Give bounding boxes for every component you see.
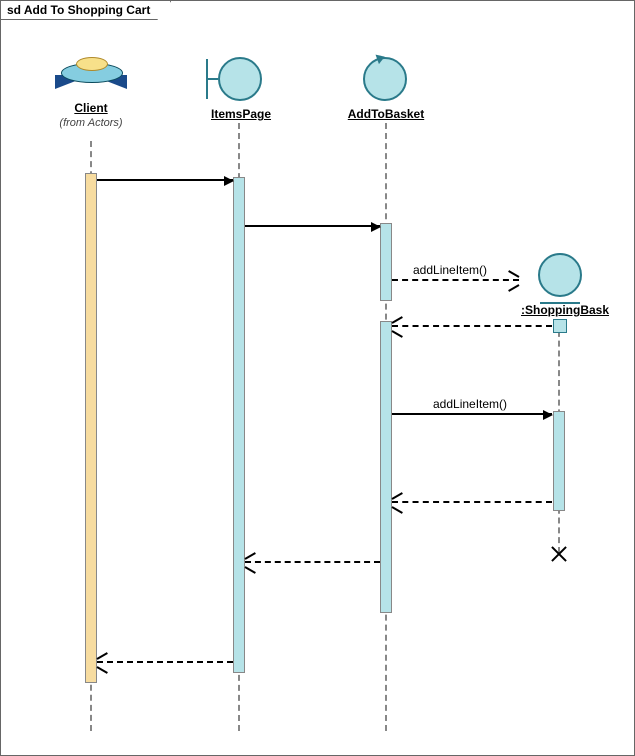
entity-icon xyxy=(538,253,584,299)
activation-basket-create xyxy=(553,319,567,333)
message-itemspage-to-addtobasket xyxy=(245,225,380,227)
sequence-diagram-frame: sd Add To Shopping Cart Client (from Act… xyxy=(0,0,635,756)
message-return-create xyxy=(392,325,552,327)
lifeline-head-addtobasket: AddToBasket xyxy=(346,57,426,121)
lifeline-head-shoppingbasket: :ShoppingBask xyxy=(521,253,601,317)
boundary-icon xyxy=(218,57,264,103)
activation-shoppingbasket xyxy=(553,411,565,511)
actor-icon xyxy=(61,57,121,97)
message-return-addlineitem xyxy=(392,501,552,503)
lifeline-label: Client xyxy=(51,101,131,115)
message-label-addlineitem-1: addLineItem() xyxy=(411,263,489,277)
lifeline-head-itemspage: ItemsPage xyxy=(201,57,281,121)
lifeline-sublabel: (from Actors) xyxy=(51,117,131,129)
message-create-basket xyxy=(392,279,519,281)
activation-addtobasket-2 xyxy=(380,321,392,613)
control-icon xyxy=(363,57,409,103)
activation-addtobasket-1 xyxy=(380,223,392,301)
message-client-to-itemspage xyxy=(97,179,233,181)
lifeline-label: :ShoppingBask xyxy=(521,303,601,317)
activation-client xyxy=(85,173,97,683)
message-return-to-client xyxy=(97,661,233,663)
message-return-to-itemspage xyxy=(245,561,380,563)
activation-itemspage xyxy=(233,177,245,673)
frame-title: sd Add To Shopping Cart xyxy=(1,1,171,20)
message-label-addlineitem-2: addLineItem() xyxy=(431,397,509,411)
lifeline-head-client: Client (from Actors) xyxy=(51,57,131,129)
lifeline-label: ItemsPage xyxy=(201,107,281,121)
message-addlineitem xyxy=(392,413,552,415)
destroy-icon xyxy=(549,544,569,564)
lifeline-label: AddToBasket xyxy=(346,107,426,121)
